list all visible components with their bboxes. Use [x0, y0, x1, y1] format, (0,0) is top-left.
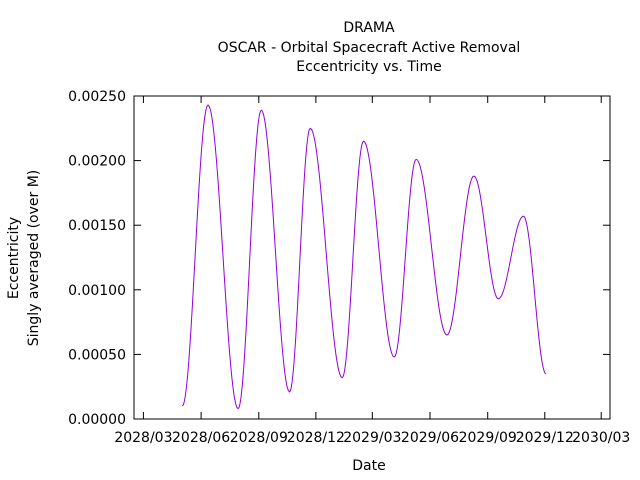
y-tick-label: 0.00200 [68, 154, 126, 170]
chart-title: DRAMA [343, 20, 395, 36]
y-tick-label: 0.00150 [68, 218, 126, 234]
x-tick-label: 2028/06 [172, 430, 230, 446]
y-axis: 0.00000 0.00050 0.00100 0.00150 0.00200 0.002… [68, 89, 610, 428]
x-axis-label: Date [352, 458, 385, 474]
x-tick-label: 2030/03 [572, 430, 630, 446]
y-tick-label: 0.00100 [68, 283, 126, 299]
x-tick-label: 2029/09 [459, 430, 517, 446]
plot-frame [133, 95, 611, 420]
x-tick-label: 2029/06 [401, 430, 459, 446]
x-tick-label: 2028/09 [230, 430, 288, 446]
chart-subtitle-2: Eccentricity vs. Time [296, 59, 441, 75]
y-tick-label: 0.00250 [68, 89, 126, 105]
x-tick-label: 2028/12 [287, 430, 345, 446]
y-tick-label: 0.00050 [68, 347, 126, 363]
x-tick-label: 2028/03 [114, 430, 172, 446]
eccentricity-series-line [181, 104, 547, 410]
x-tick-label: 2029/03 [343, 430, 401, 446]
y-axis-label: Eccentricity [6, 217, 22, 299]
y-tick-label: 0.00000 [68, 412, 126, 428]
y-axis-label-2: Singly averaged (over M) [26, 170, 42, 346]
x-tick-label: 2029/12 [516, 430, 574, 446]
chart-subtitle: OSCAR - Orbital Spacecraft Active Remova… [218, 40, 521, 56]
series-layer [181, 104, 547, 410]
